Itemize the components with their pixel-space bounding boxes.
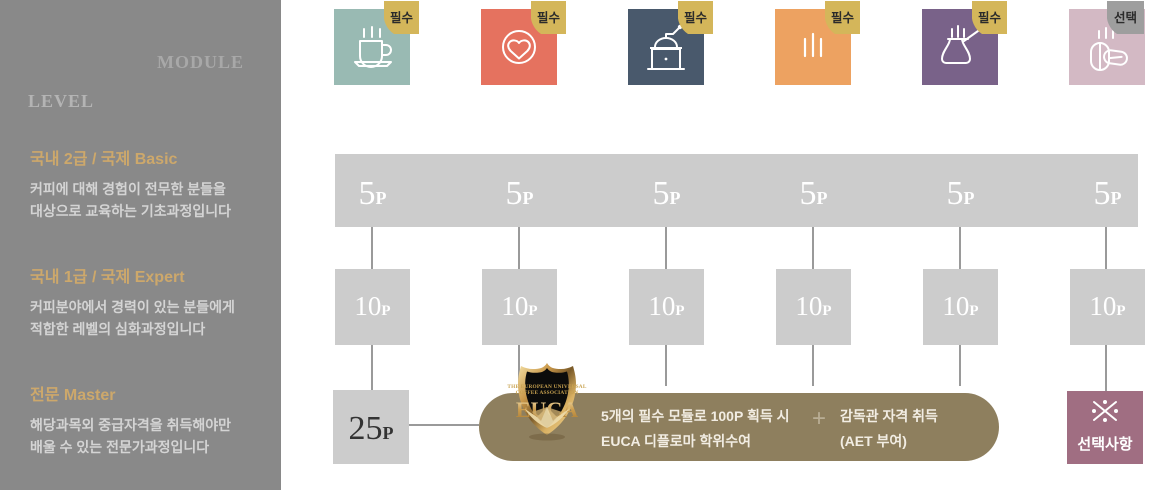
svg-text:COFFEE ASSOCIATION: COFFEE ASSOCIATION — [516, 390, 579, 396]
